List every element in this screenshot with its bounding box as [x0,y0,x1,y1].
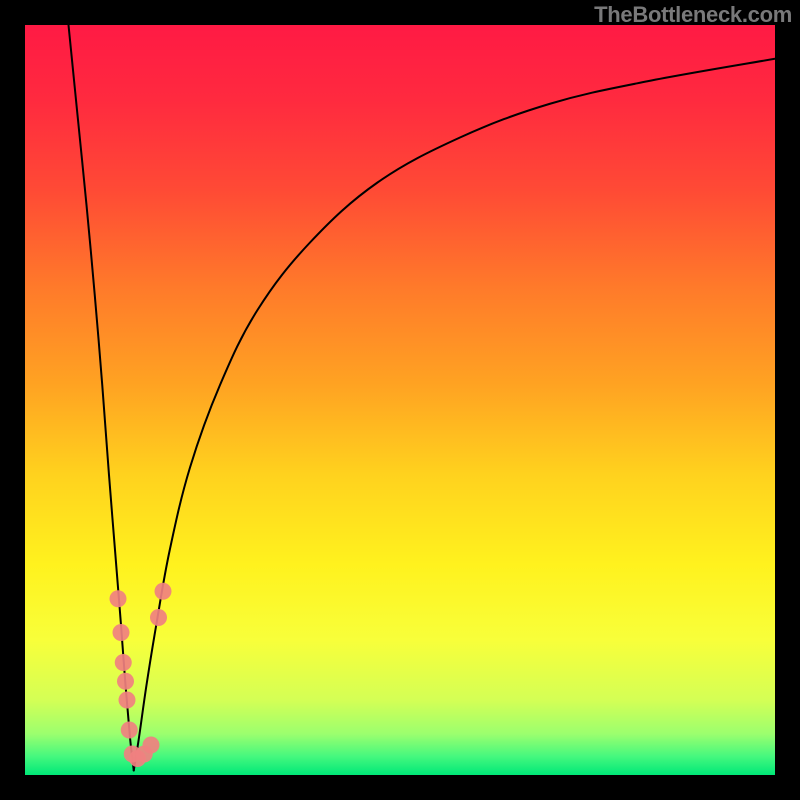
marker-point [117,673,134,690]
marker-point [115,654,132,671]
marker-point [143,737,160,754]
plot-area [25,25,775,775]
watermark-text: TheBottleneck.com [594,2,792,28]
marker-point [121,722,138,739]
chart-container: TheBottleneck.com [0,0,800,800]
marker-point [155,583,172,600]
marker-point [110,590,127,607]
marker-point [150,609,167,626]
gradient-background [25,25,775,775]
marker-point [119,692,136,709]
bottleneck-curve-chart [25,25,775,775]
marker-point [113,624,130,641]
